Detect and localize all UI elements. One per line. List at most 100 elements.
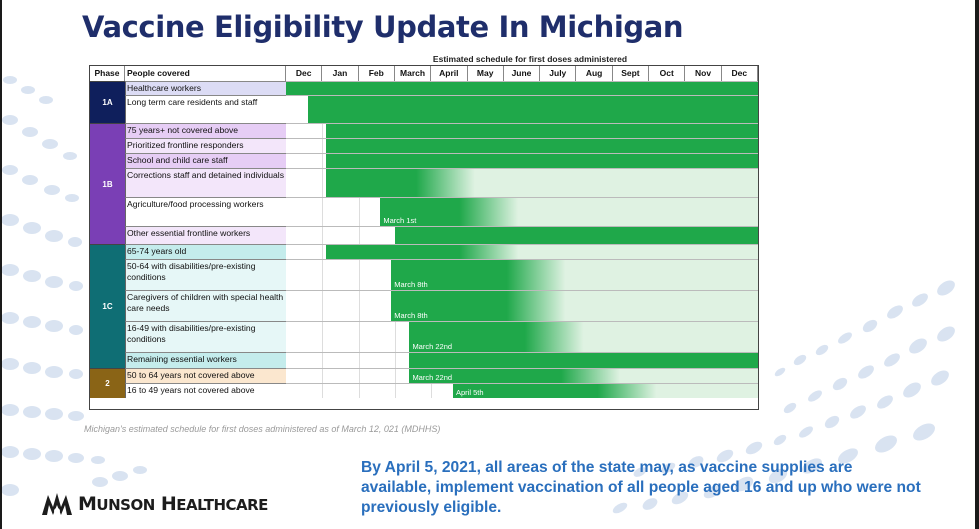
people-covered-cell: School and child care staff bbox=[125, 153, 286, 168]
timeline-row bbox=[286, 153, 758, 168]
month-header: Dec bbox=[722, 66, 758, 81]
month-header: Dec bbox=[286, 66, 323, 81]
eligibility-bar bbox=[286, 82, 758, 95]
munson-logo: MUNSON HEALTHCARE bbox=[40, 491, 268, 517]
month-gridline bbox=[358, 353, 360, 368]
month-gridline bbox=[358, 369, 360, 383]
timeline-row bbox=[286, 168, 758, 197]
eligibility-bar: April 5th bbox=[453, 384, 758, 398]
month-gridline bbox=[322, 291, 324, 321]
eligibility-bar: March 8th bbox=[391, 291, 758, 321]
month-gridline bbox=[322, 198, 324, 226]
month-gridline bbox=[358, 291, 360, 321]
timeline-row bbox=[286, 244, 758, 259]
eligibility-table: Phase People covered Dec Jan Feb March April… bbox=[89, 65, 759, 410]
people-column-header: People covered bbox=[125, 66, 286, 81]
eligibility-bar bbox=[325, 124, 758, 138]
start-date-label: March 8th bbox=[394, 311, 428, 320]
timeline-row bbox=[286, 352, 758, 368]
month-header: Aug bbox=[576, 66, 613, 81]
people-covered-cell: 50 to 64 years not covered above bbox=[125, 368, 286, 383]
schedule-header: Estimated schedule for first doses admin… bbox=[432, 54, 628, 64]
month-gridline bbox=[358, 227, 360, 244]
timeline-row: March 8th bbox=[286, 290, 758, 321]
eligibility-bar bbox=[394, 227, 758, 244]
phase-label-cell: 2 bbox=[90, 368, 125, 398]
eligibility-bar: March 8th bbox=[391, 260, 758, 290]
month-gridline bbox=[322, 139, 324, 153]
month-header: May bbox=[468, 66, 504, 81]
eligibility-bar: March 22nd bbox=[409, 322, 758, 352]
people-covered-cell: 16 to 49 years not covered above bbox=[125, 383, 286, 398]
month-header: Feb bbox=[359, 66, 395, 81]
month-header: Sept bbox=[613, 66, 650, 81]
month-gridline bbox=[358, 322, 360, 352]
logo-text: MUNSON HEALTHCARE bbox=[78, 493, 268, 515]
month-gridline bbox=[358, 198, 360, 226]
month-header: Oct bbox=[649, 66, 686, 81]
month-gridline bbox=[394, 384, 396, 398]
timeline-row bbox=[286, 81, 758, 95]
month-header: Nov bbox=[685, 66, 722, 81]
month-gridline bbox=[394, 322, 396, 352]
eligibility-bar bbox=[307, 96, 758, 123]
eligibility-bar bbox=[325, 245, 758, 259]
eligibility-bar bbox=[325, 154, 758, 168]
month-gridline bbox=[358, 384, 360, 398]
people-covered-cell: Remaining essential workers bbox=[125, 352, 286, 368]
month-header: April bbox=[431, 66, 468, 81]
timeline-row bbox=[286, 226, 758, 244]
month-gridline bbox=[322, 124, 324, 138]
month-gridline bbox=[322, 227, 324, 244]
phase-label-cell: 1A bbox=[90, 81, 125, 123]
start-date-label: April 5th bbox=[456, 388, 484, 397]
month-gridline bbox=[394, 353, 396, 368]
footer-announcement: By April 5, 2021, all areas of the state… bbox=[361, 459, 921, 516]
phase-label-cell: 1C bbox=[90, 244, 125, 368]
start-date-label: March 22nd bbox=[412, 342, 453, 351]
month-gridline bbox=[322, 245, 324, 259]
month-header: June bbox=[504, 66, 541, 81]
people-covered-cell: 50-64 with disabilities/pre-existing con… bbox=[125, 259, 286, 290]
people-covered-cell: Prioritized frontline responders bbox=[125, 138, 286, 153]
people-covered-cell: Agriculture/food processing workers bbox=[125, 197, 286, 226]
month-gridline bbox=[358, 260, 360, 290]
start-date-label: March 8th bbox=[394, 280, 428, 289]
people-covered-cell: 16-49 with disabilities/pre-existing con… bbox=[125, 321, 286, 352]
month-header: March bbox=[395, 66, 432, 81]
month-gridline bbox=[322, 384, 324, 398]
munson-logo-icon bbox=[42, 493, 72, 515]
timeline-row bbox=[286, 138, 758, 153]
eligibility-bar bbox=[409, 353, 758, 368]
month-gridline bbox=[322, 322, 324, 352]
eligibility-bar bbox=[325, 169, 758, 197]
month-header: Jan bbox=[322, 66, 359, 81]
people-covered-cell: Other essential frontline workers bbox=[125, 226, 286, 244]
eligibility-bar bbox=[325, 139, 758, 153]
phase-column-header: Phase bbox=[90, 66, 125, 81]
slide-title: Vaccine Eligibility Update In Michigan bbox=[82, 10, 684, 44]
month-header: July bbox=[540, 66, 577, 81]
month-gridline bbox=[322, 169, 324, 197]
timeline-row: March 22nd bbox=[286, 321, 758, 352]
month-gridline bbox=[431, 384, 433, 398]
timeline-row: April 5th bbox=[286, 383, 758, 398]
month-gridline bbox=[322, 369, 324, 383]
timeline-row: March 8th bbox=[286, 259, 758, 290]
people-covered-cell: Healthcare workers bbox=[125, 81, 286, 95]
eligibility-bar: March 1st bbox=[380, 198, 758, 226]
month-gridline bbox=[322, 353, 324, 368]
timeline-row bbox=[286, 123, 758, 138]
people-covered-cell: 75 years+ not covered above bbox=[125, 123, 286, 138]
people-covered-cell: 65-74 years old bbox=[125, 244, 286, 259]
window-edge-right bbox=[975, 0, 979, 529]
timeline-row: March 1st bbox=[286, 197, 758, 226]
start-date-label: March 1st bbox=[383, 216, 417, 225]
month-gridline bbox=[322, 154, 324, 168]
eligibility-bar: March 22nd bbox=[409, 369, 758, 383]
source-caption: Michigan's estimated schedule for first … bbox=[84, 424, 441, 434]
month-gridline bbox=[394, 369, 396, 383]
people-covered-cell: Caregivers of children with special heal… bbox=[125, 290, 286, 321]
window-edge-left bbox=[0, 0, 2, 529]
start-date-label: March 22nd bbox=[412, 373, 453, 382]
